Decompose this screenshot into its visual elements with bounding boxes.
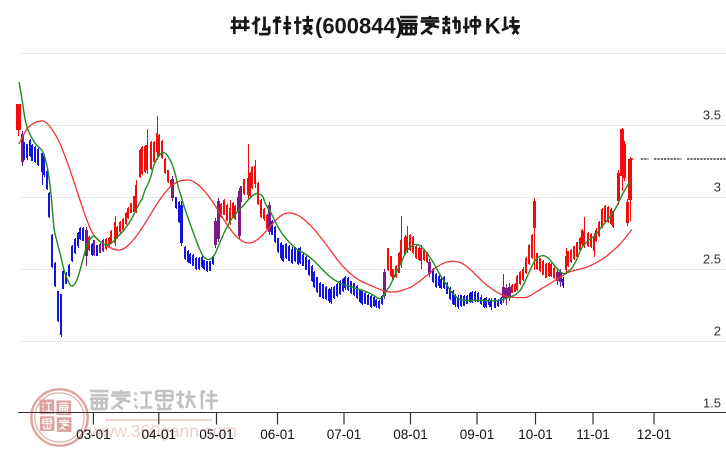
svg-text:06-01: 06-01 <box>260 427 295 442</box>
svg-text:08-01: 08-01 <box>393 427 428 442</box>
svg-text:1.5: 1.5 <box>703 396 721 411</box>
svg-text:05-01: 05-01 <box>199 427 234 442</box>
svg-text:07-01: 07-01 <box>327 427 362 442</box>
svg-text:03-01: 03-01 <box>76 427 111 442</box>
svg-text:11-01: 11-01 <box>576 427 610 442</box>
svg-text:04-01: 04-01 <box>142 427 177 442</box>
svg-text:2: 2 <box>714 324 721 339</box>
svg-text:3.5: 3.5 <box>703 108 721 123</box>
svg-text:K: K <box>485 14 501 39</box>
svg-text:12-01: 12-01 <box>637 427 672 442</box>
svg-text:2.5: 2.5 <box>703 252 721 267</box>
svg-text:09-01: 09-01 <box>460 427 495 442</box>
svg-text:(600844): (600844) <box>315 14 403 39</box>
svg-text:www.360gann.com: www.360gann.com <box>88 421 237 441</box>
svg-text:3: 3 <box>714 180 721 195</box>
svg-text:10-01: 10-01 <box>518 427 553 442</box>
